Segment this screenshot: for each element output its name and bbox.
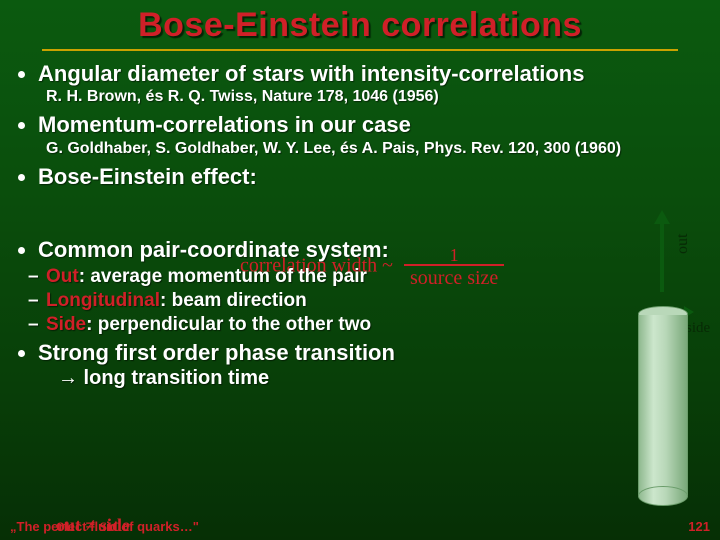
- bullet-list-2: Momentum-correlations in our case: [18, 112, 702, 137]
- bullet-list: Angular diameter of stars with intensity…: [18, 61, 702, 86]
- ref-brown-twiss: R. H. Brown, és R. Q. Twiss, Nature 178,…: [46, 88, 702, 106]
- sub-side-rest: : perpendicular to the other two: [86, 314, 371, 335]
- sub-long: Longitudinal: beam direction: [46, 290, 702, 312]
- bullet-phase-transition: Strong first order phase transition: [38, 340, 702, 365]
- formula-numerator: 1: [404, 246, 504, 266]
- page-number: 121: [688, 519, 710, 534]
- cylinder: [638, 306, 686, 506]
- bullet-list-3: Bose-Einstein effect:: [18, 164, 702, 189]
- bullet-momentum: Momentum-correlations in our case: [38, 112, 702, 137]
- kw-long: Longitudinal: [46, 290, 160, 311]
- ref-goldhaber: G. Goldhaber, S. Goldhaber, W. Y. Lee, é…: [46, 140, 702, 158]
- side-label: side: [686, 320, 710, 337]
- footer-overlay: out ≠ side: [56, 515, 130, 536]
- kw-side: Side: [46, 314, 86, 335]
- cylinder-body: [638, 315, 688, 495]
- bullet-bose-einstein: Bose-Einstein effect:: [38, 164, 702, 189]
- sub-list: Out: average momentum of the pair Longit…: [28, 266, 702, 336]
- bullet-angular: Angular diameter of stars with intensity…: [38, 61, 702, 86]
- arrow-long-transition: → long transition time: [58, 367, 702, 390]
- coord-diagram: out side: [622, 210, 702, 510]
- bullet-list-5: Strong first order phase transition: [18, 340, 702, 365]
- slide-title: Bose-Einstein correlations: [18, 6, 702, 45]
- sub-out: Out: average momentum of the pair: [46, 266, 702, 288]
- out-label: out: [674, 234, 692, 254]
- kw-out: Out: [46, 266, 79, 287]
- cylinder-bottom: [638, 486, 688, 506]
- title-underline: [42, 49, 678, 51]
- sub-long-rest: : beam direction: [160, 290, 307, 311]
- out-arrow: [654, 210, 670, 224]
- sub-side: Side: perpendicular to the other two: [46, 314, 702, 336]
- sub-out-rest: : average momentum of the pair: [79, 266, 367, 287]
- slide: Bose-Einstein correlations Angular diame…: [0, 0, 720, 540]
